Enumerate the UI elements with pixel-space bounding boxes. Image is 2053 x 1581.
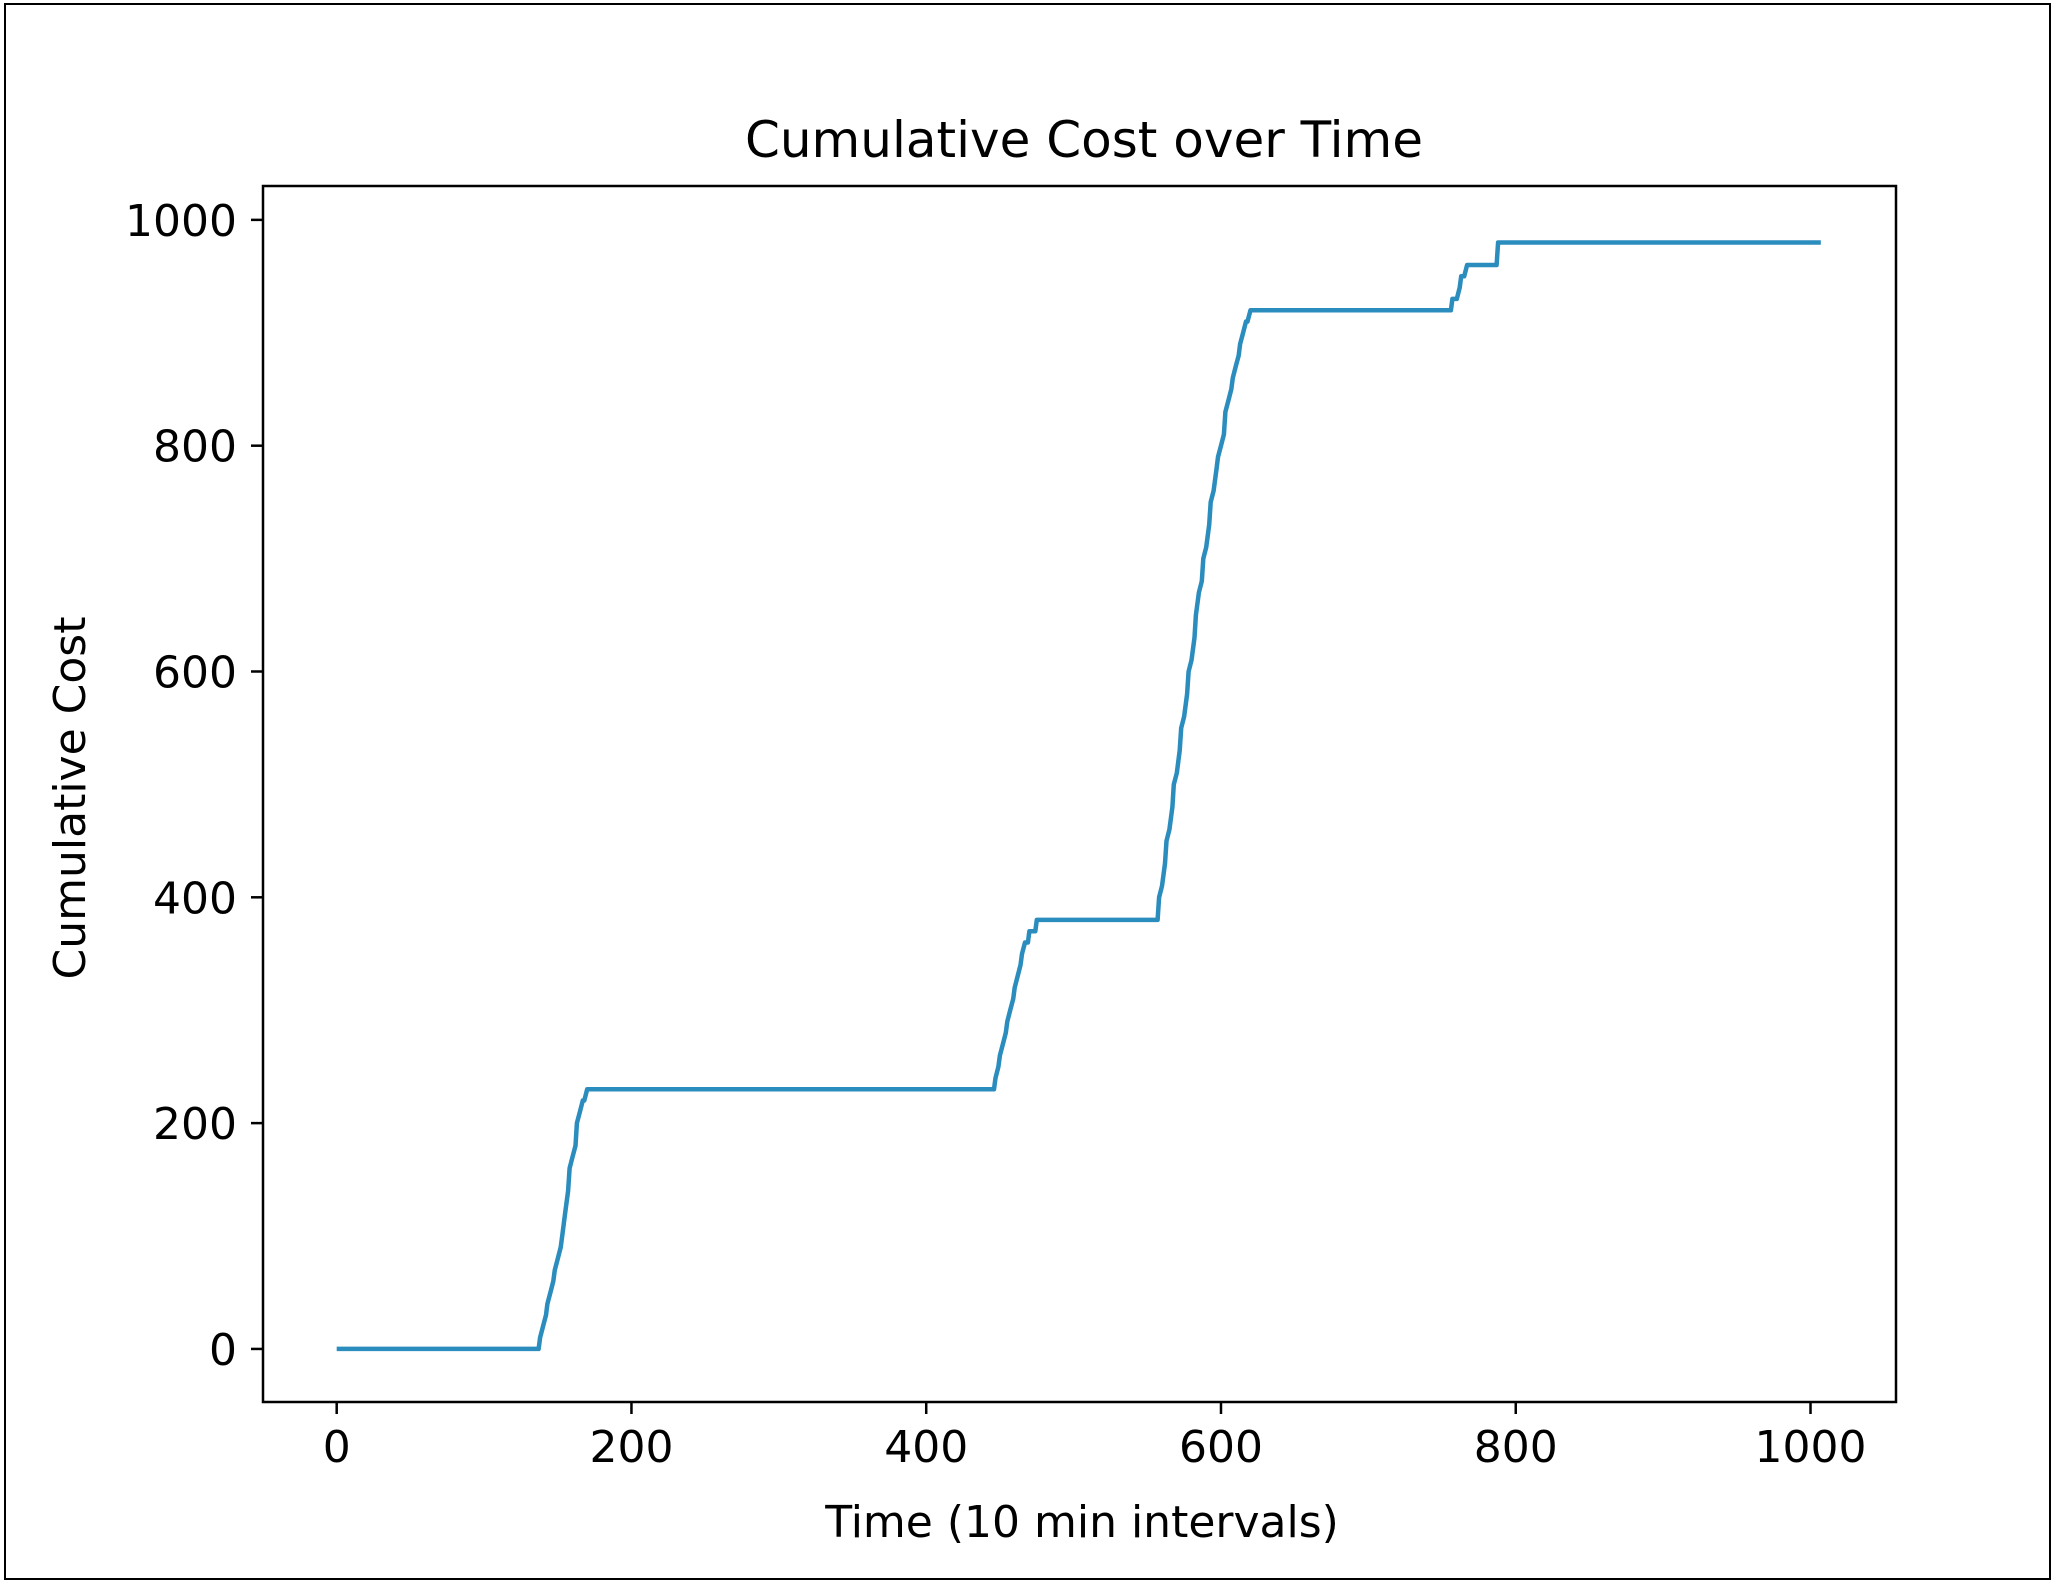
y-tick-label: 600	[153, 647, 237, 698]
series-line	[336, 240, 1821, 1352]
y-tick-label: 200	[153, 1099, 237, 1150]
axes-frame	[261, 184, 1898, 1404]
chart-title: Cumulative Cost over Time	[745, 111, 1423, 169]
line-chart: Cumulative Cost over Time 0 200 400 600 800 1…	[45, 111, 1898, 1548]
figure-frame: Cumulative Cost over Time 0 200 400 600 800 1…	[4, 3, 2051, 1580]
y-axis-label: Cumulative Cost	[45, 617, 96, 980]
x-tick-label: 1000	[1755, 1422, 1867, 1473]
x-tick-label: 200	[589, 1422, 673, 1473]
x-tick-label: 400	[884, 1422, 968, 1473]
y-axis-ticks: 0 200 400 600 800 1000	[125, 196, 263, 1376]
y-tick-label: 1000	[125, 196, 237, 247]
x-tick-label: 0	[323, 1422, 351, 1473]
y-tick-label: 800	[153, 422, 237, 473]
plot-area	[336, 240, 1821, 1352]
x-tick-label: 800	[1474, 1422, 1558, 1473]
x-axis-ticks: 0 200 400 600 800 1000	[323, 1402, 1867, 1473]
y-tick-label: 0	[209, 1325, 237, 1376]
y-tick-label: 400	[153, 873, 237, 924]
x-axis-label: Time (10 min intervals)	[824, 1497, 1339, 1548]
x-tick-label: 600	[1179, 1422, 1263, 1473]
